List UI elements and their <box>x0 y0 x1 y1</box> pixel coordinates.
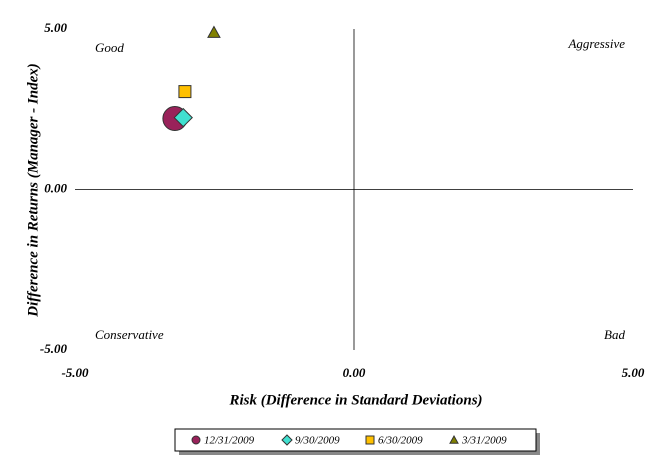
legend-label: 9/30/2009 <box>295 435 340 447</box>
point <box>207 25 221 38</box>
legend-marker <box>191 435 201 445</box>
legend-label: 6/30/2009 <box>378 435 423 447</box>
point <box>178 85 192 99</box>
legend-label: 3/31/2009 <box>461 435 507 447</box>
y-tick-label: -5.00 <box>40 341 68 356</box>
legend-marker <box>281 434 293 446</box>
y-axis-title: Difference in Returns (Manager - Index) <box>25 63 41 317</box>
quadrant-label: Good <box>95 40 124 55</box>
x-axis-title: Risk (Difference in Standard Deviations) <box>228 392 482 408</box>
y-tick-label: 5.00 <box>44 20 67 35</box>
legend-marker <box>365 435 375 445</box>
legend-box <box>174 428 537 452</box>
quadrant-label: Conservative <box>95 327 164 342</box>
legend-label: 12/31/2009 <box>204 435 255 447</box>
x-tick-label: 0.00 <box>343 365 366 380</box>
x-tick-label: 5.00 <box>622 365 645 380</box>
quadrant-label: Bad <box>604 327 625 342</box>
x-tick-label: -5.00 <box>61 365 89 380</box>
y-tick-label: 0.00 <box>44 180 67 195</box>
quadrant-label: Aggressive <box>567 36 625 51</box>
point <box>173 107 193 128</box>
legend-marker <box>449 434 459 444</box>
